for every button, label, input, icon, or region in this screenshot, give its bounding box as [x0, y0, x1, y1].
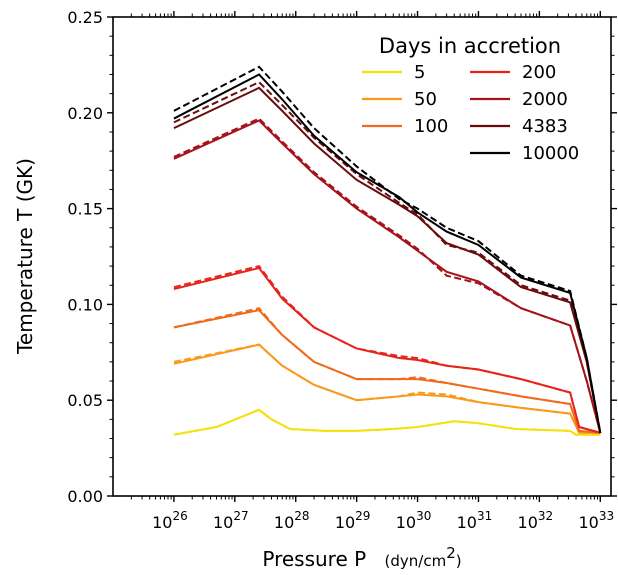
x-axis-label-name: Pressure P — [262, 547, 366, 571]
x-tick-label-base: 10 — [152, 513, 172, 532]
x-tick-label-base: 10 — [335, 513, 355, 532]
legend-label-50: 50 — [414, 89, 437, 110]
x-tick-label: 1027 — [213, 509, 249, 532]
x-tick-label: 1026 — [152, 509, 188, 532]
x-tick-label-base: 10 — [518, 513, 538, 532]
x-tick-label: 1031 — [457, 509, 493, 532]
y-tick-label: 0.25 — [67, 8, 103, 27]
series-10000-solid-line — [173, 73, 602, 433]
legend-label-5: 5 — [414, 62, 425, 83]
series-5-dashed-line — [173, 408, 601, 436]
x-axis-unit-close: ) — [456, 552, 462, 570]
x-tick-label-base: 10 — [213, 513, 233, 532]
series-100-dashed-line — [173, 307, 601, 434]
series-200-solid-line — [173, 266, 601, 434]
y-axis: 0.00 0.05 0.10 0.15 0.20 0.25 — [67, 8, 617, 506]
series-layer — [173, 65, 602, 436]
y-tick-label: 0.00 — [67, 487, 103, 506]
series-4383-dashed-line — [173, 80, 602, 433]
x-axis: 1026 1027 1028 1029 1030 1031 1032 1033 — [130, 11, 614, 532]
x-tick-label-exponent: 31 — [477, 509, 492, 523]
x-tick-label-exponent: 28 — [294, 509, 309, 523]
x-tick-label-exponent: 29 — [355, 509, 370, 523]
series-100-solid-line — [173, 309, 601, 434]
series-5-solid-line — [173, 408, 601, 436]
y-tick-label: 0.20 — [67, 104, 103, 123]
x-tick-label-exponent: 27 — [233, 509, 248, 523]
legend-label-10000: 10000 — [522, 143, 579, 164]
x-tick-label: 1033 — [578, 509, 614, 532]
x-tick-label-base: 10 — [578, 513, 598, 532]
x-tick-label: 1028 — [274, 509, 310, 532]
legend: Days in accretion 5 50 100 200 2000 4383 10000 — [362, 34, 579, 164]
series-2000-solid-line — [173, 119, 602, 434]
x-tick-label-exponent: 30 — [416, 509, 431, 523]
series-2000-dashed-line — [173, 117, 602, 434]
x-tick-label-base: 10 — [396, 513, 416, 532]
legend-title: Days in accretion — [379, 34, 561, 58]
y-tick-label: 0.15 — [67, 200, 103, 219]
series-50-solid-line — [173, 343, 601, 434]
x-tick-label-exponent: 33 — [599, 509, 614, 523]
x-axis-label: Pressure P (dyn/cm2) — [262, 544, 461, 571]
legend-label-200: 200 — [522, 62, 556, 83]
plot-area — [112, 16, 612, 497]
legend-items: 5 50 100 200 2000 4383 10000 — [362, 62, 579, 164]
x-axis-unit: (dyn/cm — [385, 552, 447, 570]
x-tick-label: 1030 — [396, 509, 432, 532]
series-10000-dashed-line — [173, 65, 602, 433]
series-4383-solid-line — [173, 86, 602, 433]
x-tick-label: 1029 — [335, 509, 371, 532]
x-tick-label-exponent: 32 — [538, 509, 553, 523]
legend-label-100: 100 — [414, 116, 448, 137]
y-axis-label: Temperature T (GK) — [13, 158, 37, 355]
x-tick-label-exponent: 26 — [172, 509, 187, 523]
x-tick-label-base: 10 — [274, 513, 294, 532]
series-50-dashed-line — [173, 343, 601, 434]
legend-label-2000: 2000 — [522, 89, 568, 110]
x-axis-unit-sup: 2 — [446, 544, 456, 562]
x-tick-label: 1032 — [518, 509, 554, 532]
plot-frame — [112, 16, 612, 497]
y-tick-label: 0.10 — [67, 295, 103, 314]
y-tick-label: 0.05 — [67, 391, 103, 410]
legend-label-4383: 4383 — [522, 116, 568, 137]
x-tick-label-base: 10 — [457, 513, 477, 532]
